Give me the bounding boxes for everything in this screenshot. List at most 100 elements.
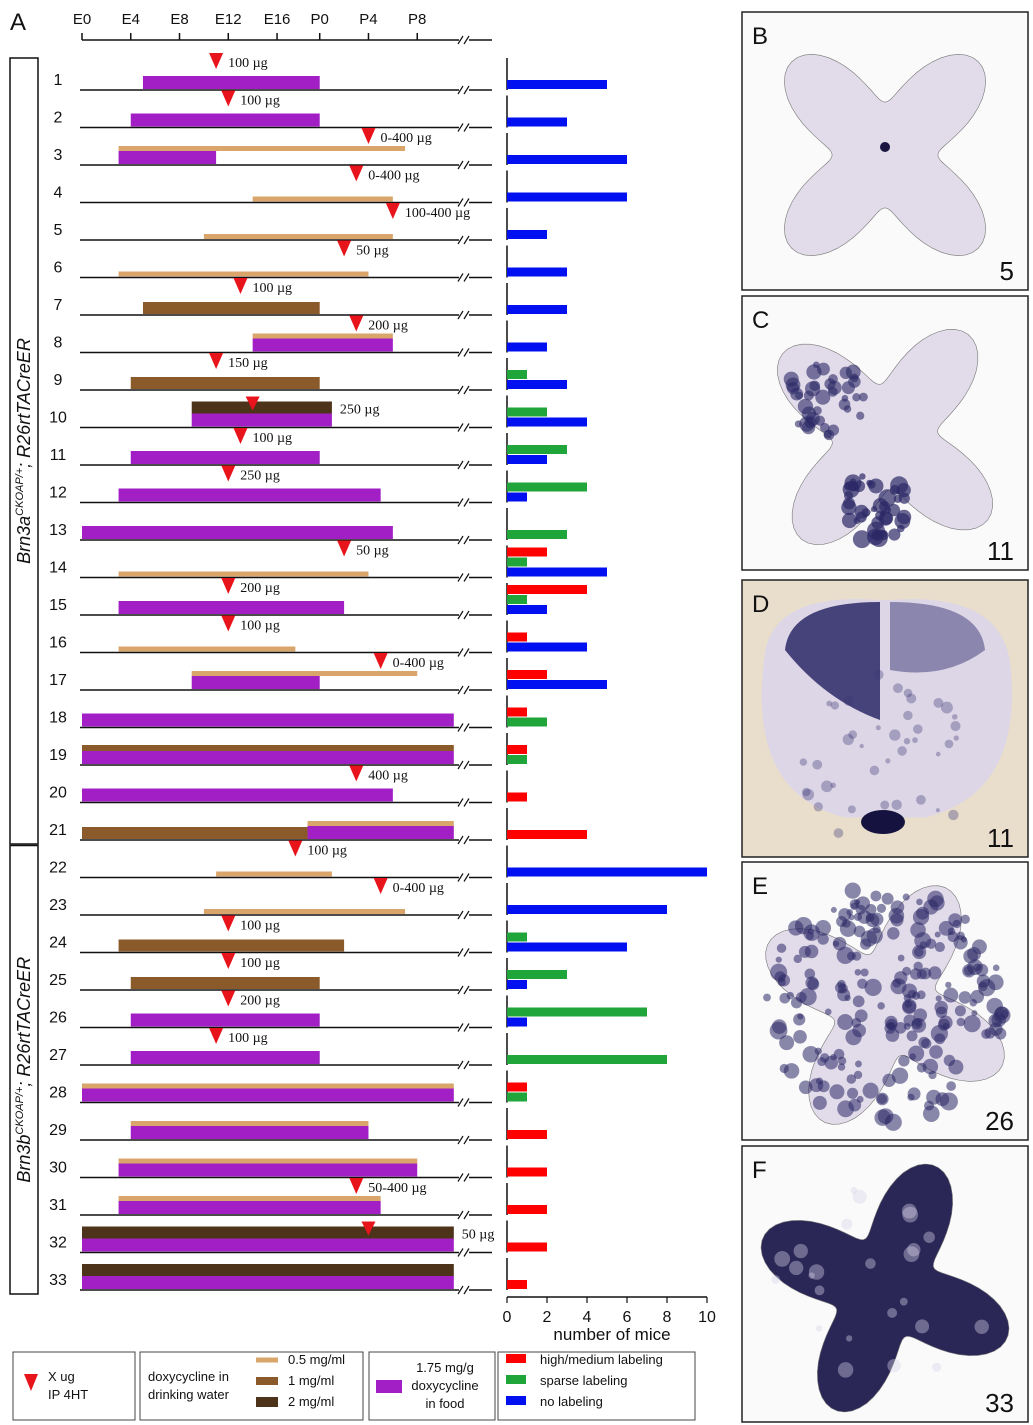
bar bbox=[507, 970, 567, 979]
legend-swatch bbox=[506, 1354, 526, 1363]
labeling bbox=[921, 1038, 931, 1048]
labeling bbox=[824, 430, 832, 438]
axis-break bbox=[458, 799, 469, 807]
labeling bbox=[861, 810, 905, 834]
x-tick-label: P8 bbox=[408, 11, 426, 28]
food-bar bbox=[119, 489, 381, 502]
water-bar bbox=[82, 1227, 454, 1239]
dose-label: 50 µg bbox=[356, 544, 389, 559]
row-label: 29 bbox=[49, 1122, 67, 1139]
injection-marker bbox=[209, 1028, 223, 1044]
water-bar bbox=[131, 977, 320, 989]
bar bbox=[507, 868, 707, 877]
labeling bbox=[860, 744, 864, 748]
x-tick-label: E0 bbox=[73, 11, 91, 28]
labeling bbox=[873, 670, 883, 680]
labeling bbox=[838, 1063, 846, 1071]
labeling bbox=[902, 1204, 917, 1219]
labeling bbox=[789, 1261, 803, 1275]
row-label: 12 bbox=[49, 485, 67, 502]
row-label: 24 bbox=[49, 935, 67, 952]
labeling bbox=[880, 142, 890, 152]
labeling bbox=[904, 994, 912, 1002]
labeling bbox=[776, 957, 782, 963]
axis-break bbox=[458, 1099, 469, 1107]
food-bar bbox=[308, 826, 454, 839]
labeling bbox=[988, 974, 1004, 990]
labeling bbox=[837, 1014, 853, 1030]
dose-label: 100 µg bbox=[240, 94, 280, 109]
legend-label: 2 mg/ml bbox=[288, 1394, 334, 1409]
water-bar bbox=[82, 1264, 454, 1276]
axis-break bbox=[458, 461, 469, 469]
panel-label: A bbox=[10, 9, 26, 36]
labeling bbox=[934, 1033, 945, 1044]
labeling bbox=[887, 1308, 897, 1318]
dose-label: 50-400 µg bbox=[368, 1181, 426, 1196]
bar bbox=[507, 1130, 547, 1139]
injection-marker bbox=[221, 991, 235, 1007]
labeling bbox=[831, 907, 837, 913]
row-label: 20 bbox=[49, 785, 67, 802]
legend-label: doxycycline bbox=[411, 1378, 478, 1393]
injection-marker bbox=[386, 203, 400, 219]
labeling bbox=[885, 758, 890, 763]
labeling bbox=[936, 995, 942, 1001]
panel-label: E bbox=[752, 873, 768, 900]
bar bbox=[507, 445, 567, 454]
row-label: 13 bbox=[49, 522, 67, 539]
food-bar bbox=[82, 1089, 454, 1102]
water-bar bbox=[119, 1159, 418, 1164]
labeling bbox=[877, 904, 886, 913]
labeling bbox=[892, 800, 902, 810]
labeling bbox=[871, 506, 877, 512]
axis-break bbox=[458, 424, 469, 432]
labeling bbox=[975, 1320, 989, 1334]
bar bbox=[507, 830, 587, 839]
labeling bbox=[868, 478, 883, 493]
bar bbox=[507, 493, 527, 502]
genotype-superscript: CKOAP/+ bbox=[14, 467, 26, 516]
bar bbox=[507, 155, 627, 164]
labeling bbox=[923, 1231, 934, 1242]
labeling bbox=[808, 1272, 814, 1278]
row-label: 16 bbox=[49, 635, 67, 652]
axis-break bbox=[458, 311, 469, 319]
panel-number: 26 bbox=[985, 1106, 1014, 1136]
row-label: 11 bbox=[50, 447, 67, 464]
labeling bbox=[904, 1246, 920, 1262]
food-bar bbox=[82, 1239, 454, 1252]
genotype-suffix: ; R26rtTACreER bbox=[14, 957, 34, 1087]
dose-label: 100 µg bbox=[307, 844, 347, 859]
bar bbox=[507, 633, 527, 642]
bar bbox=[507, 1008, 647, 1017]
legend-swatch bbox=[506, 1375, 526, 1384]
bar bbox=[507, 708, 527, 717]
axis-break bbox=[458, 236, 469, 244]
row-label: 17 bbox=[49, 672, 67, 689]
row-label: 33 bbox=[49, 1272, 67, 1289]
axis-break bbox=[458, 161, 469, 169]
axis-break bbox=[458, 649, 469, 657]
labeling bbox=[936, 1007, 948, 1019]
labeling bbox=[793, 1013, 805, 1025]
labeling bbox=[857, 979, 867, 989]
axis-break bbox=[458, 574, 469, 582]
row-label: 8 bbox=[54, 335, 63, 352]
row-label: 19 bbox=[49, 747, 67, 764]
labeling bbox=[928, 1071, 936, 1079]
labeling bbox=[887, 1359, 900, 1372]
labeling bbox=[907, 1094, 914, 1101]
labeling bbox=[959, 991, 972, 1004]
labeling bbox=[815, 920, 831, 936]
labeling bbox=[830, 1054, 836, 1060]
labeling bbox=[961, 915, 970, 924]
row-label: 31 bbox=[49, 1197, 67, 1214]
injection-marker bbox=[349, 316, 363, 332]
legend-title: doxycycline in bbox=[148, 1369, 229, 1384]
labeling bbox=[932, 1363, 941, 1372]
row-label: 1 bbox=[54, 72, 63, 89]
labeling bbox=[820, 1053, 829, 1062]
labeling bbox=[902, 1000, 916, 1014]
injection-marker bbox=[221, 91, 235, 107]
